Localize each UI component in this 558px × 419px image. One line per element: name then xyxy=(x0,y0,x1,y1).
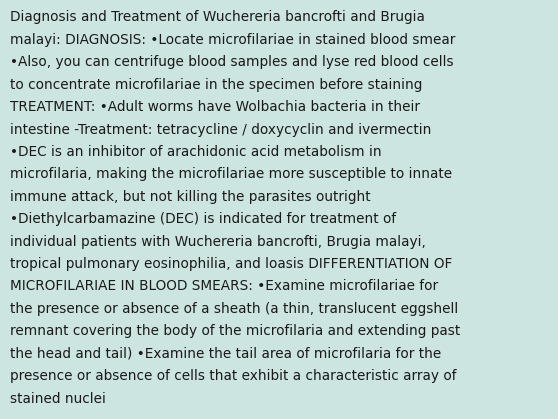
Text: TREATMENT: •Adult worms have Wolbachia bacteria in their: TREATMENT: •Adult worms have Wolbachia b… xyxy=(10,100,420,114)
Text: the head and tail) •Examine the tail area of microfilaria for the: the head and tail) •Examine the tail are… xyxy=(10,347,441,361)
Text: •Diethylcarbamazine (DEC) is indicated for treatment of: •Diethylcarbamazine (DEC) is indicated f… xyxy=(10,212,396,226)
Text: intestine -Treatment: tetracycline / doxycyclin and ivermectin: intestine -Treatment: tetracycline / dox… xyxy=(10,122,431,137)
Text: remnant covering the body of the microfilaria and extending past: remnant covering the body of the microfi… xyxy=(10,324,460,338)
Text: tropical pulmonary eosinophilia, and loasis DIFFERENTIATION OF: tropical pulmonary eosinophilia, and loa… xyxy=(10,257,453,271)
Text: stained nuclei: stained nuclei xyxy=(10,391,106,406)
Text: •DEC is an inhibitor of arachidonic acid metabolism in: •DEC is an inhibitor of arachidonic acid… xyxy=(10,145,382,159)
Text: immune attack, but not killing the parasites outright: immune attack, but not killing the paras… xyxy=(10,190,371,204)
Text: presence or absence of cells that exhibit a characteristic array of: presence or absence of cells that exhibi… xyxy=(10,369,456,383)
Text: •Also, you can centrifuge blood samples and lyse red blood cells: •Also, you can centrifuge blood samples … xyxy=(10,55,454,69)
Text: MICROFILARIAE IN BLOOD SMEARS: •Examine microfilariae for: MICROFILARIAE IN BLOOD SMEARS: •Examine … xyxy=(10,279,438,293)
Text: individual patients with Wuchereria bancrofti, Brugia malayi,: individual patients with Wuchereria banc… xyxy=(10,235,426,248)
Text: to concentrate microfilariae in the specimen before staining: to concentrate microfilariae in the spec… xyxy=(10,78,422,92)
Text: malayi: DIAGNOSIS: •Locate microfilariae in stained blood smear: malayi: DIAGNOSIS: •Locate microfilariae… xyxy=(10,33,455,47)
Text: the presence or absence of a sheath (a thin, translucent eggshell: the presence or absence of a sheath (a t… xyxy=(10,302,458,316)
Text: microfilaria, making the microfilariae more susceptible to innate: microfilaria, making the microfilariae m… xyxy=(10,167,452,181)
Text: Diagnosis and Treatment of Wuchereria bancrofti and Brugia: Diagnosis and Treatment of Wuchereria ba… xyxy=(10,10,425,24)
